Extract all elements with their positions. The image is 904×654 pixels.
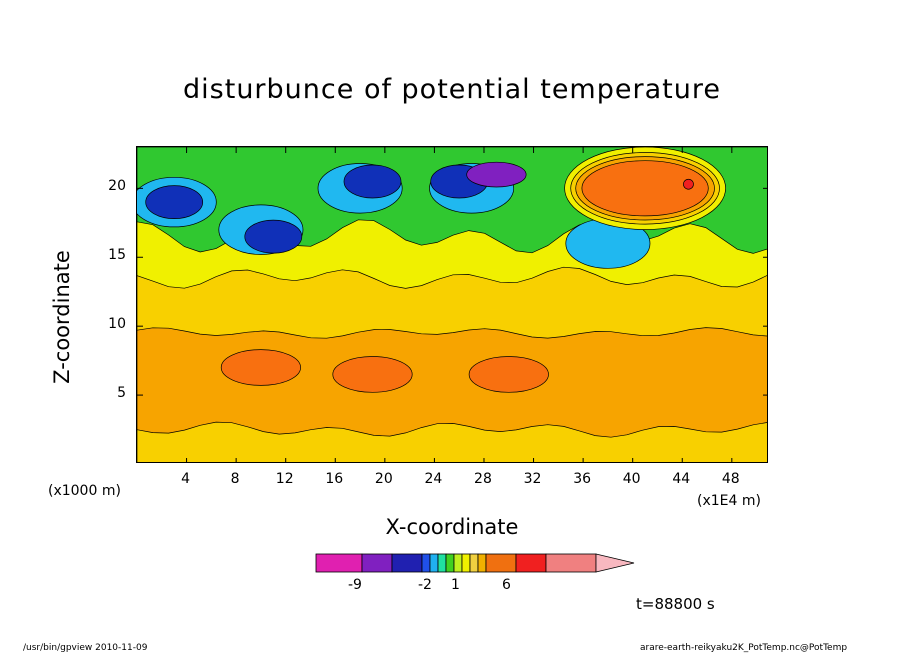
x-tick-label: 20	[374, 471, 393, 487]
hot-core-max	[683, 178, 694, 190]
x-tick-label: 8	[230, 471, 240, 487]
colorbar-swatch-3	[421, 553, 431, 573]
cold-cores-1	[244, 219, 303, 254]
x-tick-label: 24	[424, 471, 443, 487]
colorbar-swatch-10	[477, 553, 487, 573]
plot-area	[136, 146, 768, 463]
x-tick-label: 28	[474, 471, 492, 487]
colorbar-swatch-2	[391, 553, 423, 573]
y-axis-label: Z-coordinate	[50, 250, 74, 384]
x-axis-label: X-coordinate	[385, 515, 519, 539]
cold-cores-0	[145, 185, 204, 219]
x-unit-right: (x1E4 m)	[697, 493, 761, 509]
footer-right: arare-earth-reikyaku2K_PotTemp.nc@PotTem…	[640, 643, 848, 653]
colorbar-swatch-4	[429, 553, 439, 573]
colorbar-swatch-0	[315, 553, 363, 573]
chart-title: disturbunce of potential temperature	[183, 74, 721, 105]
colorbar-swatch-9	[469, 553, 479, 573]
colorbar-label: -2	[418, 577, 432, 593]
cold-cores-2	[343, 164, 402, 199]
time-label: t=88800 s	[636, 595, 715, 613]
x-tick-label: 36	[573, 471, 592, 487]
hot-core-ring-3	[581, 160, 709, 217]
footer-left: /usr/bin/gpview 2010-11-09	[23, 643, 148, 653]
x-tick-label: 16	[325, 471, 344, 487]
x-tick-label: 32	[523, 471, 542, 487]
colorbar	[315, 553, 635, 581]
coldest-core-0	[466, 161, 527, 188]
contour-plot	[137, 147, 767, 462]
contour-lower-band	[137, 421, 767, 462]
colorbar-swatch-13	[545, 553, 597, 573]
x-tick-label: 12	[275, 471, 294, 487]
colorbar-label: -9	[348, 577, 362, 593]
colorbar-swatch-1	[361, 553, 393, 573]
warm-cores-1	[332, 356, 413, 393]
colorbar-swatch-7	[453, 553, 463, 573]
colorbar-swatch-6	[445, 553, 455, 573]
x-tick-label: 44	[672, 471, 691, 487]
y-tick-label: 15	[108, 247, 126, 264]
colorbar-label: 6	[502, 577, 511, 593]
x-tick-label: 4	[181, 471, 191, 487]
colorbar-swatch-5	[437, 553, 447, 573]
warm-cores-0	[220, 349, 301, 386]
colorbar-swatch-11	[485, 553, 517, 573]
colorbar-swatch-8	[461, 553, 471, 573]
x-tick-label: 40	[622, 471, 641, 487]
y-tick-label: 5	[117, 385, 126, 402]
y-tick-label: 10	[108, 316, 126, 333]
x-tick-label: 48	[721, 471, 740, 487]
x-unit-left: (x1000 m)	[48, 483, 121, 499]
colorbar-label: 1	[451, 577, 460, 593]
colorbar-arrow	[595, 553, 635, 573]
colorbar-swatch-12	[515, 553, 547, 573]
warm-cores-2	[468, 356, 549, 393]
y-tick-label: 20	[108, 178, 126, 195]
